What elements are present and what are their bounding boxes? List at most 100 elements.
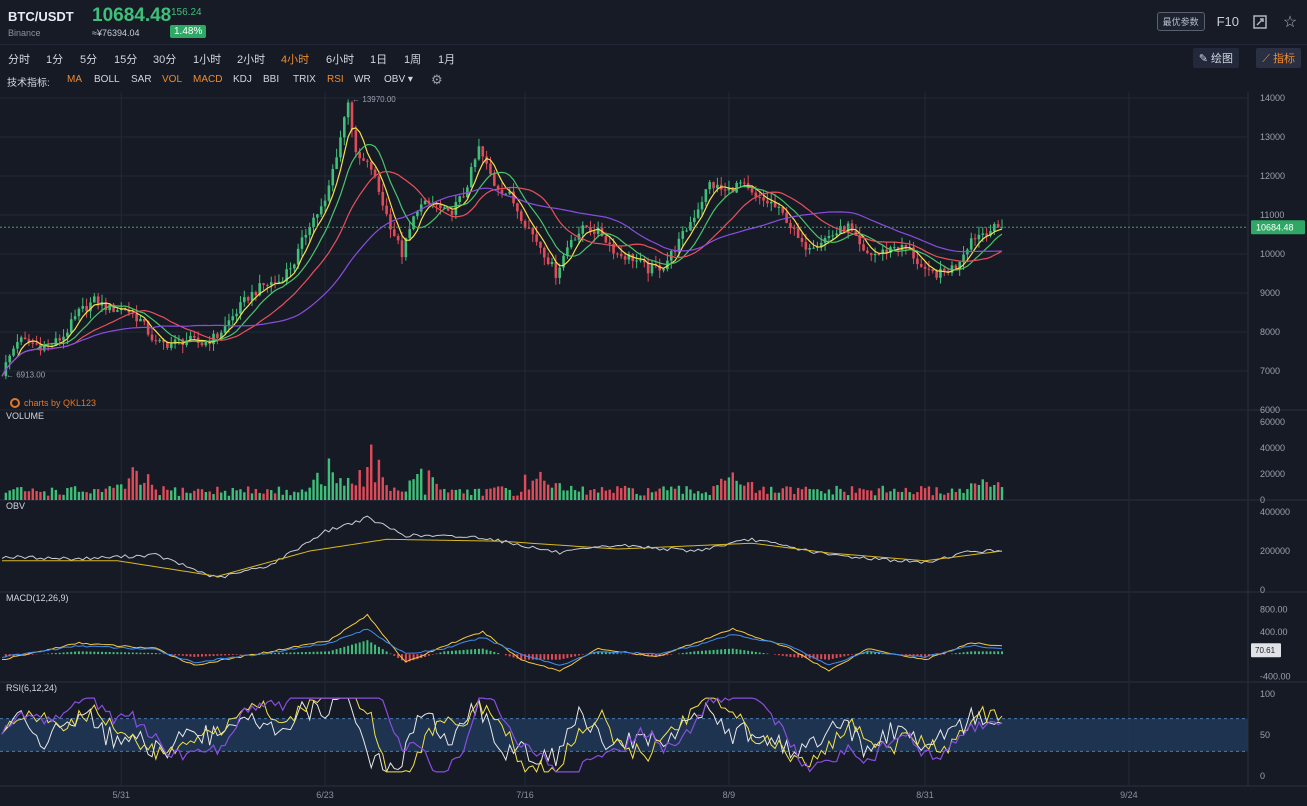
trading-pair[interactable]: BTC/USDT <box>8 9 74 24</box>
candle-body <box>735 182 738 193</box>
candle-body <box>446 207 450 211</box>
candle-body <box>19 337 23 343</box>
macd-histogram-bar <box>120 652 123 655</box>
y-tick-label: 0 <box>1260 495 1265 505</box>
candle-body <box>923 266 927 269</box>
interval-tab[interactable]: 5分 <box>80 54 98 66</box>
indicators-button[interactable]: ⟋ 指标 <box>1256 48 1301 68</box>
candle-body <box>585 225 588 228</box>
change-percent-badge: 1.48% <box>170 25 207 38</box>
volume-bar <box>4 492 8 500</box>
candle-body <box>208 341 211 345</box>
candle-body <box>743 182 746 184</box>
macd-histogram-bar <box>151 652 153 655</box>
macd-histogram-bar <box>654 654 657 657</box>
price-chart[interactable]: 5/31 6/23 7/16 8/9 8/31 9/24 14000 13000 12000 11… <box>0 92 1307 804</box>
macd-histogram-bar <box>608 652 611 655</box>
candle-body <box>231 316 235 321</box>
interval-tab[interactable]: 2小时 <box>237 54 266 66</box>
macd-histogram-bar <box>777 654 780 656</box>
volume-bar <box>885 492 888 500</box>
gear-icon[interactable]: ⚙ <box>431 72 443 87</box>
volume-bar <box>43 491 46 500</box>
volume-bar <box>523 474 527 500</box>
volume-bar <box>123 488 127 500</box>
volume-bar <box>412 479 415 500</box>
macd-histogram-bar <box>316 651 319 655</box>
indicator-toggle[interactable]: WR <box>354 74 371 85</box>
volume-bar <box>596 492 600 500</box>
indicator-toggle[interactable]: OBV ▾ <box>384 74 413 85</box>
interval-tab[interactable]: 15分 <box>114 54 138 66</box>
candle-body <box>185 340 188 345</box>
indicator-toggle[interactable]: SAR <box>131 74 152 85</box>
candle-body <box>943 268 946 271</box>
indicator-toggle[interactable]: MACD <box>193 74 223 85</box>
volume-bar <box>508 489 511 500</box>
candle-body <box>500 189 504 194</box>
volume-bar <box>393 487 396 500</box>
volume-bar <box>770 486 773 500</box>
candle-body <box>619 253 623 257</box>
interval-tab[interactable]: 1日 <box>370 54 388 66</box>
indicator-toggle[interactable]: TRIX <box>293 74 316 85</box>
macd-histogram-bar <box>901 654 903 655</box>
indicator-toggle[interactable]: BBI <box>263 74 280 85</box>
interval-tab[interactable]: 6小时 <box>326 54 355 66</box>
fullscreen-icon[interactable] <box>1251 13 1269 31</box>
interval-tab[interactable]: 30分 <box>153 54 177 66</box>
indicator-toggle[interactable]: KDJ <box>233 74 252 85</box>
indicator-toggle[interactable]: RSI <box>327 74 344 85</box>
volume-bar <box>935 487 938 500</box>
draw-tools-button[interactable]: ✎ 绘图 <box>1192 48 1239 68</box>
macd-histogram-bar <box>139 652 142 655</box>
macd-histogram-bar <box>666 654 669 656</box>
candle-body <box>550 262 554 265</box>
volume-bar <box>20 487 23 500</box>
macd-histogram-bar <box>462 649 465 655</box>
volume-bar <box>93 489 96 500</box>
candle-body <box>469 167 473 188</box>
volume-bar <box>920 486 923 500</box>
volume-bar <box>516 495 519 500</box>
interval-tab[interactable]: 1周 <box>404 54 422 66</box>
macd-histogram-bar <box>351 644 353 655</box>
candle-body <box>566 247 569 256</box>
macd-histogram-bar <box>370 642 373 655</box>
macd-histogram-bar <box>743 650 746 655</box>
star-icon[interactable]: ☆ <box>1282 13 1298 31</box>
interval-tab[interactable]: 4小时 <box>281 54 310 66</box>
interval-tab[interactable]: 1分 <box>46 54 64 66</box>
candle-body <box>750 188 754 193</box>
volume-bar <box>662 486 665 500</box>
candle-body <box>939 268 942 278</box>
indicator-toggle[interactable]: MA <box>67 74 82 85</box>
candle-body <box>554 262 558 278</box>
macd-histogram-bar <box>758 652 761 655</box>
candle-body <box>723 189 727 191</box>
price-cny: ≈¥76394.04 <box>92 28 140 38</box>
candle-body <box>223 324 227 333</box>
f10-button[interactable]: F10 <box>1216 14 1239 29</box>
candle-body <box>954 265 958 269</box>
macd-histogram-bar <box>231 654 234 655</box>
candle-body <box>531 228 535 235</box>
interval-tab[interactable]: 1小时 <box>193 54 222 66</box>
volume-bar <box>285 489 288 500</box>
optimal-params-button[interactable]: 最优参数 <box>1156 12 1205 31</box>
macd-histogram-bar <box>681 653 684 655</box>
volume-bar <box>466 489 469 500</box>
candle-body <box>819 242 823 247</box>
macd-histogram-bar <box>558 654 561 660</box>
candle-body <box>546 257 550 265</box>
indicator-toggle[interactable]: VOL <box>162 74 183 85</box>
interval-tab[interactable]: 分时 <box>8 54 30 66</box>
volume-bar <box>896 491 900 500</box>
macd-histogram-bar <box>4 654 7 657</box>
macd-histogram-bar <box>435 653 438 655</box>
indicator-toggle[interactable]: BOLL <box>94 74 120 85</box>
volume-bar <box>143 482 146 500</box>
interval-tab[interactable]: 1月 <box>438 54 456 66</box>
candle-body <box>193 335 196 338</box>
candle-body <box>419 204 423 212</box>
